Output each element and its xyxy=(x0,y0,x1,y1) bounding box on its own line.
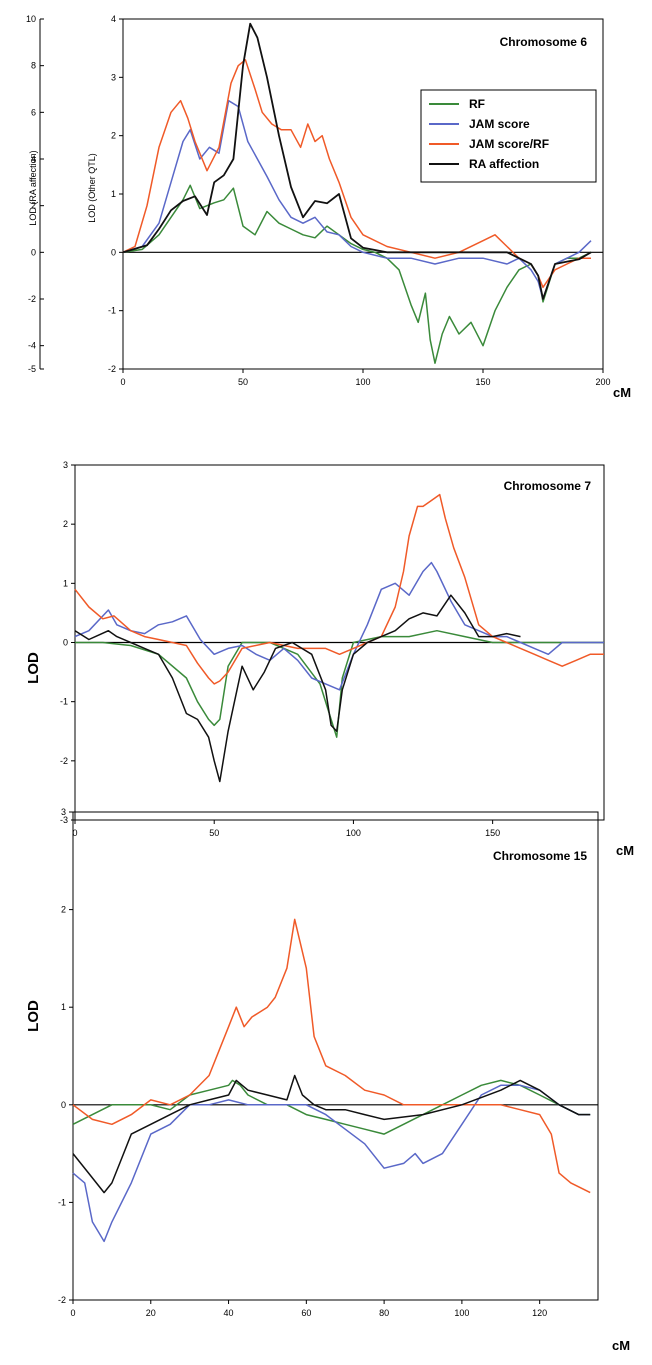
y-tick-label: -3 xyxy=(60,815,68,825)
y-tick-label: 0 xyxy=(61,1100,66,1110)
x-tick-label: 50 xyxy=(209,828,219,838)
chart-panel-chromosome-7: LOD Chromosome 7 cM 0 50 100 150 -3 -2 -1 0 1 2 3 xyxy=(25,460,634,858)
y-tick-label: 3 xyxy=(61,807,66,817)
y2-tick-label: -5 xyxy=(28,364,36,374)
y-tick-label: 2 xyxy=(61,905,66,915)
y-tick-label: 1 xyxy=(63,578,68,588)
series-line-rf xyxy=(72,1079,591,1135)
y-tick-label: -1 xyxy=(58,1197,66,1207)
y2-tick-label: -4 xyxy=(28,341,36,351)
chart-title: Chromosome 15 xyxy=(493,849,587,863)
chart-panel-chromosome-6: LOD (RA affection) LOD (Other QTL) Chrom… xyxy=(26,14,631,400)
series-line-jam-score-rf xyxy=(74,493,604,685)
series-line-jam-score xyxy=(74,561,604,691)
y-tick-label: -1 xyxy=(60,697,68,707)
y-tick-label: 3 xyxy=(111,72,116,82)
x-tick-label: 0 xyxy=(72,828,77,838)
y2-tick-label: 8 xyxy=(31,61,36,71)
y-axis-label: LOD xyxy=(25,1000,42,1032)
x-axis-unit: cM xyxy=(613,385,631,400)
y-tick-label: -1 xyxy=(108,306,116,316)
series-line-jam-score xyxy=(72,1084,591,1243)
y-axis-label: LOD (Other QTL) xyxy=(87,153,97,223)
x-tick-label: 80 xyxy=(379,1308,389,1318)
legend-label: JAM score xyxy=(469,117,530,131)
series-line-rf xyxy=(75,629,604,738)
x-tick-label: 150 xyxy=(475,377,490,387)
x-tick-label: 20 xyxy=(146,1308,156,1318)
y-tick-label: 3 xyxy=(63,460,68,470)
y-axis-label: LOD xyxy=(25,652,42,684)
y-tick-label: -2 xyxy=(58,1295,66,1305)
x-tick-label: 60 xyxy=(301,1308,311,1318)
y2-tick-label: 6 xyxy=(31,107,36,117)
x-tick-label: 120 xyxy=(532,1308,547,1318)
chart-legend: RF JAM score JAM score/RF RA affection xyxy=(420,89,597,183)
y-tick-label: 0 xyxy=(111,247,116,257)
x-tick-label: 100 xyxy=(346,828,361,838)
y2-tick-label: 2 xyxy=(31,201,36,211)
x-tick-label: 0 xyxy=(70,1308,75,1318)
y-tick-label: -2 xyxy=(108,364,116,374)
y-tick-label: -2 xyxy=(60,756,68,766)
legend-box xyxy=(420,89,597,183)
x-tick-label: 100 xyxy=(454,1308,469,1318)
legend-label: RA affection xyxy=(469,157,539,171)
y-tick-label: 0 xyxy=(63,638,68,648)
series-line-ra-affection xyxy=(72,1074,591,1194)
x-tick-label: 150 xyxy=(485,828,500,838)
chart-title: Chromosome 6 xyxy=(500,35,588,49)
x-tick-label: 50 xyxy=(238,377,248,387)
x-tick-label: 200 xyxy=(595,377,610,387)
series-line-ra-affection xyxy=(122,22,592,300)
y2-tick-label: 10 xyxy=(26,14,36,24)
y-tick-label: 4 xyxy=(111,14,116,24)
x-tick-label: 100 xyxy=(355,377,370,387)
y-tick-label: 2 xyxy=(63,519,68,529)
x-tick-label: 0 xyxy=(120,377,125,387)
x-axis-unit: cM xyxy=(612,1338,630,1353)
x-tick-label: 40 xyxy=(224,1308,234,1318)
chart-title: Chromosome 7 xyxy=(504,479,592,493)
y-tick-label: 1 xyxy=(111,189,116,199)
x-axis-unit: cM xyxy=(616,843,634,858)
y2-tick-label: -2 xyxy=(28,294,36,304)
plot-frame xyxy=(122,18,604,370)
series-line-jam-score-rf xyxy=(72,918,591,1194)
chart-panel-chromosome-15: LOD Chromosome 15 cM 0 20 40 60 80 100 120-2-1… xyxy=(25,807,630,1353)
plot-frame xyxy=(72,811,599,1301)
series-line-rf xyxy=(122,184,592,364)
y-tick-label: 2 xyxy=(111,131,116,141)
legend-label: JAM score/RF xyxy=(469,137,549,151)
legend-label: RF xyxy=(469,97,485,111)
series-line-ra-affection xyxy=(74,594,521,783)
series-line-jam-score xyxy=(122,99,592,300)
y-tick-label: 1 xyxy=(61,1002,66,1012)
y2-axis-label: LOD (RA affection) xyxy=(28,150,38,225)
y2-tick-label: 4 xyxy=(31,154,36,164)
y2-tick-label: 0 xyxy=(31,247,36,257)
